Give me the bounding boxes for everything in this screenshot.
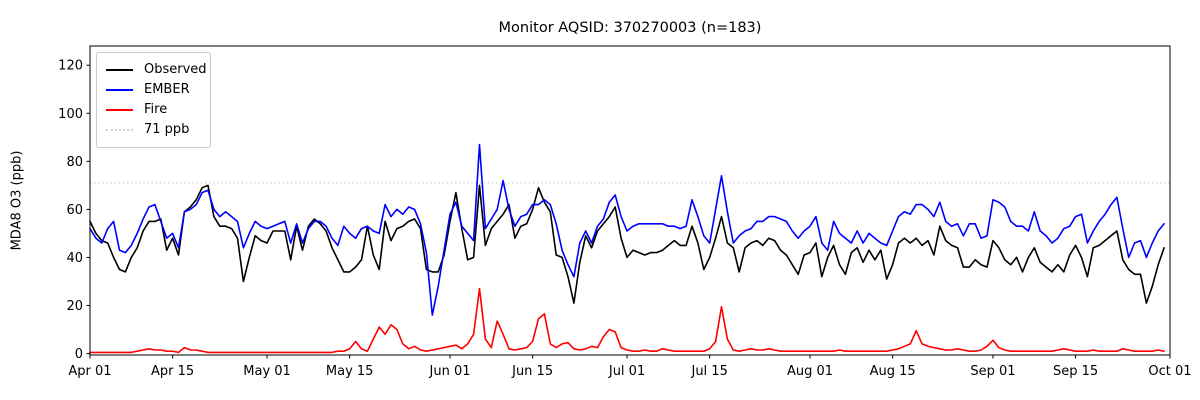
fire-line-sample (106, 109, 133, 111)
x-tick-label: Jun 01 (429, 364, 471, 379)
x-tick-label: Sep 15 (1053, 364, 1098, 379)
x-tick-label: May 15 (326, 364, 374, 379)
axes-frame (89, 45, 1171, 356)
y-tick-label: 40 (66, 251, 83, 266)
y-tick-label: 0 (75, 347, 83, 362)
chart-title: Monitor AQSID: 370270003 (n=183) (498, 20, 762, 36)
legend-label: EMBER (144, 82, 190, 97)
x-tick-label: Jun 15 (511, 364, 553, 379)
series-line-ember (89, 143, 1165, 316)
legend-label: Observed (144, 62, 207, 77)
legend: Observed EMBER Fire 71 ppb (96, 52, 211, 148)
legend-item-fire: Fire (106, 100, 204, 120)
y-tick-label: 80 (66, 155, 83, 170)
legend-item-observed: Observed (106, 60, 207, 80)
y-tick-label: 100 (58, 107, 83, 122)
series-line-fire (89, 287, 1165, 354)
plot-area: 0 20 40 60 80 100 120 Apr 01 Apr 15 May 01 May 15 J… (58, 45, 1192, 379)
x-tick-label: May 01 (243, 364, 291, 379)
x-tick-label: Oct 01 (1148, 364, 1191, 379)
legend-label: Fire (144, 102, 168, 117)
ember-line-sample (106, 89, 133, 91)
observed-line-sample (106, 69, 133, 71)
x-tick-label: Aug 15 (870, 364, 916, 379)
x-tick-label: Jul 15 (690, 364, 727, 379)
y-tick-label: 60 (66, 203, 83, 218)
x-tick-label: Apr 15 (151, 364, 194, 379)
y-tick-label: 120 (58, 59, 83, 74)
threshold-line-sample (106, 129, 133, 131)
x-tick-label: Jul 01 (608, 364, 645, 379)
x-tick-label: Sep 01 (970, 364, 1015, 379)
legend-label: 71 ppb (144, 122, 190, 137)
legend-item-ember: EMBER (106, 80, 204, 100)
series-line-observed (89, 184, 1165, 304)
y-tick-label: 20 (66, 299, 83, 314)
legend-item-threshold: 71 ppb (106, 120, 204, 140)
x-tick-label: Aug 01 (787, 364, 833, 379)
x-tick-label: Apr 01 (68, 364, 111, 379)
